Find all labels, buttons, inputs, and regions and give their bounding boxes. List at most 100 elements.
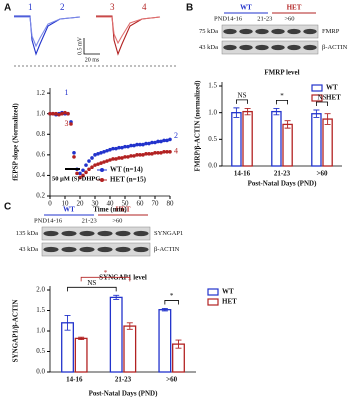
band [287,28,301,35]
data-point [51,111,55,116]
group-label: WT [63,206,75,214]
band [223,28,237,35]
data-point [84,170,88,175]
data-point [141,153,145,157]
trace-label: 2 [60,2,65,12]
panel-label: A [4,3,11,14]
row-label: SYNGAP1 [154,230,183,237]
data-point [162,138,166,143]
data-point [93,163,97,167]
band [61,230,77,237]
significance-label: * [170,292,174,300]
legend-swatch [311,84,323,92]
data-point [90,165,94,169]
row-label: β-ACTIN [322,44,348,51]
y-tick-label: 0.8 [36,130,45,138]
data-point [141,142,145,147]
band [255,28,269,35]
data-point [105,148,109,153]
data-point [90,156,94,160]
y-tick-label: 0.5 [208,135,217,143]
y-axis-label: FMRP/β-ACTIN (normalized) [194,80,202,172]
data-point [135,142,139,147]
data-point [99,161,103,165]
legend-label: HET (n=15) [110,176,147,184]
y-tick-label: 1.0 [36,327,45,335]
data-point [138,153,142,157]
x-tick-label: 21-23 [274,170,291,178]
data-point [78,175,82,180]
blot [41,242,151,257]
x-tick-label: 60 [137,200,145,208]
y-tick-label: 0.5 [36,347,45,355]
x-tick-label: 0 [48,200,52,208]
data-point [84,163,88,167]
data-point [78,171,82,176]
scale-label: 20 ms [85,57,100,63]
data-point [96,162,100,166]
significance-bracket [80,276,131,282]
data-point [153,151,157,155]
trace [96,16,161,45]
legend-label: HET [222,298,237,306]
band [287,44,301,51]
data-point [72,151,76,155]
data-point [135,153,139,157]
significance-bracket [164,300,179,305]
scale-bar [83,38,100,55]
lane-label: PND14-16 [214,15,243,22]
trace-label: 1 [28,2,33,12]
data-point [159,139,163,144]
error-bar [126,322,133,330]
trace [14,16,81,48]
x-axis-label: Post-Natal Days (PND) [248,180,317,188]
trace-label: 3 [110,2,115,12]
band [239,28,253,35]
bar [282,123,293,167]
error-bar [64,314,71,331]
significance-label: * [280,92,284,100]
trace-label: 4 [142,2,147,12]
y-tick-label: 0.2 [36,192,45,200]
band [79,246,95,253]
data-point [162,149,166,154]
error-bar [161,308,168,312]
y-tick-label: 1.0 [208,108,217,116]
data-point [117,156,121,160]
data-point [114,157,118,161]
y-tick-label: 2.0 [36,286,45,294]
bar [322,118,333,167]
group-label: HET [287,4,302,12]
band [115,230,131,237]
data-point [66,111,70,116]
data-point [150,152,154,156]
legend-swatch [311,94,323,102]
annotation: 2 [174,131,178,140]
legend-label: WT [326,84,338,92]
error-bar [78,336,85,341]
y-tick-label: 1.5 [208,82,217,90]
x-tick-label: 50 [122,200,130,208]
annotation: 3 [65,119,69,128]
panel-label: C [4,202,11,213]
band [133,246,149,253]
traces [14,15,176,67]
band [97,246,113,253]
data-point [72,155,76,159]
data-point [156,139,160,144]
data-point [111,146,115,151]
x-tick-label: 14-16 [66,376,83,384]
data-point [165,149,169,154]
y-tick-label: 1.0 [36,109,45,117]
y-tick-label: 0.4 [36,171,45,179]
band [223,44,237,51]
significance-label: NS [238,91,247,99]
band [271,44,285,51]
data-point [111,157,115,161]
error-bar [113,294,120,300]
x-tick-label: 21-23 [115,376,132,384]
error-bar [233,107,240,118]
annotation: 1 [65,88,69,97]
blot [221,24,319,39]
